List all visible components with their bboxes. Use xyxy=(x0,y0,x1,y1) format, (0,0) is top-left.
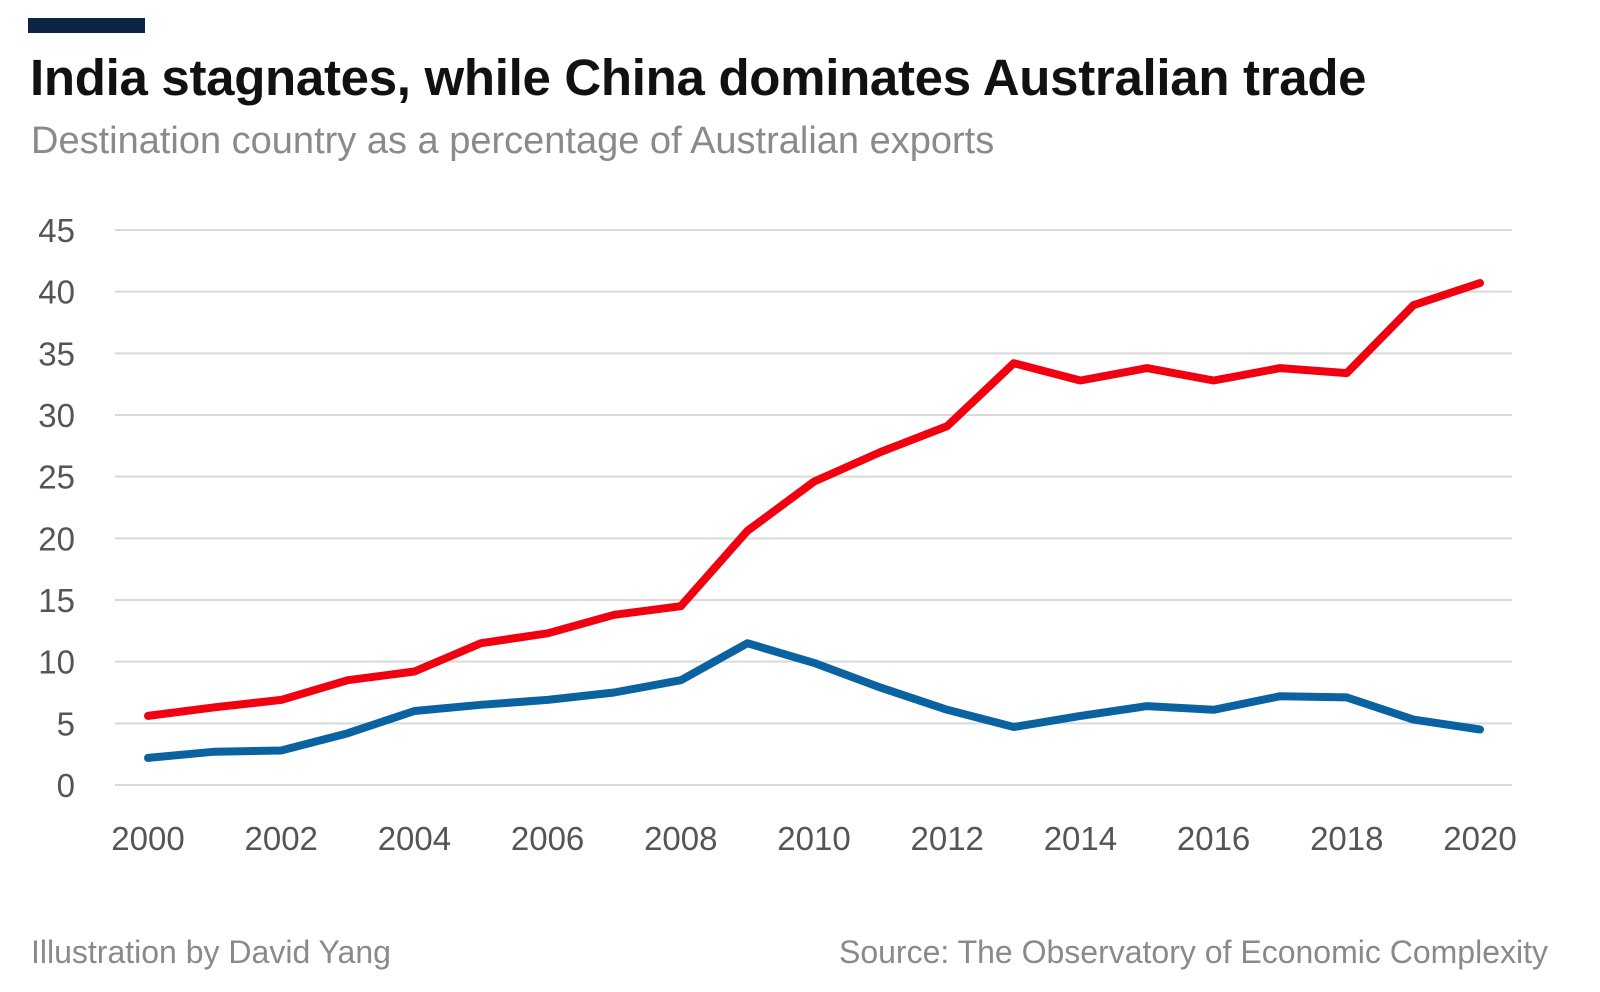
y-tick-label: 15 xyxy=(38,582,75,619)
x-tick-label: 2008 xyxy=(644,820,717,857)
gridlines xyxy=(115,229,1512,786)
x-tick-label: 2014 xyxy=(1044,820,1117,857)
x-tick-label: 2020 xyxy=(1443,820,1516,857)
y-tick-label: 25 xyxy=(38,459,75,496)
x-tick-label: 2012 xyxy=(910,820,983,857)
x-tick-label: 2002 xyxy=(244,820,317,857)
x-axis-ticks: 2000 2002 2004 2006 2008 2010 2012 2014 2016 2018… xyxy=(111,820,1516,857)
chart-title: India stagnates, while China dominates A… xyxy=(30,49,1367,106)
y-tick-label: 45 xyxy=(38,212,75,249)
x-tick-label: 2018 xyxy=(1310,820,1383,857)
x-tick-label: 2004 xyxy=(378,820,451,857)
series-line-india xyxy=(144,639,1484,762)
x-tick-label: 2010 xyxy=(777,820,850,857)
series-lines xyxy=(144,279,1484,762)
series-line-china xyxy=(144,279,1484,720)
y-tick-label: 5 xyxy=(57,705,75,742)
x-tick-label: 2000 xyxy=(111,820,184,857)
y-tick-label: 10 xyxy=(38,644,75,681)
y-tick-label: 35 xyxy=(38,335,75,372)
chart-subtitle: Destination country as a percentage of A… xyxy=(31,120,995,162)
x-tick-label: 2016 xyxy=(1177,820,1250,857)
y-tick-label: 20 xyxy=(38,520,75,557)
y-axis-ticks: 0 5 10 15 20 25 30 35 40 45 xyxy=(38,212,75,804)
source-note: Source: The Observatory of Economic Comp… xyxy=(838,934,1548,970)
accent-bar xyxy=(28,18,145,33)
x-tick-label: 2006 xyxy=(511,820,584,857)
y-tick-label: 40 xyxy=(38,274,75,311)
y-tick-label: 0 xyxy=(57,767,75,804)
illustration-credit: Illustration by David Yang xyxy=(31,934,391,970)
y-tick-label: 30 xyxy=(38,397,75,434)
